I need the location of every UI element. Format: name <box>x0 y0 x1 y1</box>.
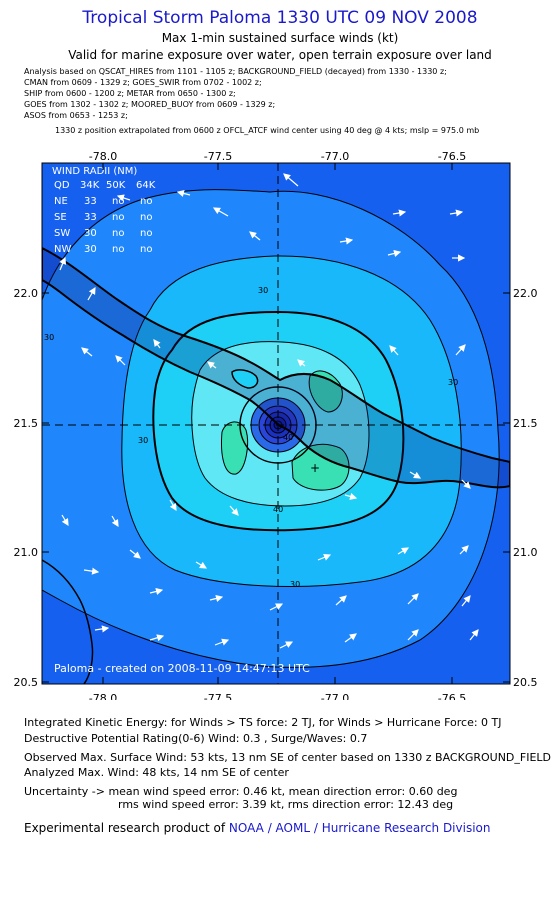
analysis-line: CMAN from 0609 - 1329 z; GOES_SWIR from … <box>24 78 262 87</box>
contour-label: 40 <box>283 433 293 442</box>
wind-radii-row: SW 30 no no <box>54 228 152 239</box>
wind-radii-title: WIND RADII (NM) <box>52 166 137 177</box>
lon-tick-label: -78.0 <box>89 692 117 700</box>
uncertainty-rms-text: rms wind speed error: 3.39 kt, rms direc… <box>118 798 454 811</box>
lat-tick-label: 20.5 <box>14 676 39 689</box>
lon-tick-label: -77.0 <box>321 150 349 163</box>
credit-prefix: Experimental research product of <box>24 821 229 835</box>
subtitle-exposure: Valid for marine exposure over water, op… <box>68 48 492 62</box>
analysis-sources: Analysis based on QSCAT_HIRES from 1101 … <box>24 66 447 121</box>
lat-tick-label: 20.5 <box>513 676 538 689</box>
lat-tick-label: 21.5 <box>14 417 39 430</box>
max-wind-marker: + <box>310 461 320 475</box>
contour-label: 30 <box>138 436 148 445</box>
lat-tick-label: 21.0 <box>14 546 39 559</box>
lon-tick-label: -78.0 <box>89 150 117 163</box>
contour-label: 30 <box>44 333 54 342</box>
wind-vectors <box>59 173 479 649</box>
ike-text: Integrated Kinetic Energy: for Winds > T… <box>24 716 502 729</box>
lat-tick-label: 21.0 <box>513 546 538 559</box>
contour-label: 40 <box>273 505 283 514</box>
wind-field-map: -78.0 -77.5 -77.0 -76.5 -78.0 -77.5 -77.… <box>14 150 538 700</box>
wind-radii-row: NW 30 no no <box>54 244 152 255</box>
lon-tick-label: -76.5 <box>438 150 466 163</box>
lon-tick-label: -77.5 <box>204 150 232 163</box>
dpr-text: Destructive Potential Rating(0-6) Wind: … <box>24 732 368 745</box>
wind-radii-table: WIND RADII (NM) QD 34K 50K 64K NE 33 no … <box>52 166 156 255</box>
credit-line: Experimental research product of NOAA / … <box>24 821 490 835</box>
wind-radii-header: QD 34K 50K 64K <box>54 180 156 191</box>
created-stamp: Paloma - created on 2008-11-09 14:47:13 … <box>54 662 310 675</box>
contour-label: 30 <box>290 580 300 589</box>
cuba-coastline <box>42 246 510 489</box>
wind-max-cell-east <box>291 443 350 491</box>
map-ticks <box>42 163 510 684</box>
cayo-coco <box>231 369 259 389</box>
uncertainty-text: Uncertainty -> mean wind speed error: 0.… <box>24 785 458 798</box>
observed-max-text: Observed Max. Surface Wind: 53 kts, 13 n… <box>24 751 552 764</box>
jamaica-coastline <box>42 559 94 684</box>
wind-radii-row: NE 33 no no <box>54 196 152 207</box>
analysis-line: ASOS from 0653 - 1253 z; <box>24 111 128 120</box>
lon-tick-label: -76.5 <box>438 692 466 700</box>
lon-tick-label: -77.0 <box>321 692 349 700</box>
page-title: Tropical Storm Paloma 1330 UTC 09 NOV 20… <box>82 8 478 28</box>
contour-label: 30 <box>448 378 458 387</box>
lat-tick-label: 22.0 <box>513 287 538 300</box>
hrd-link[interactable]: NOAA / AOML / Hurricane Research Divisio… <box>228 821 491 835</box>
analysis-line: SHIP from 0600 - 1200 z; METAR from 0650… <box>24 89 236 98</box>
subtitle-winds: Max 1-min sustained surface winds (kt) <box>161 31 399 45</box>
lat-tick-label: 22.0 <box>14 287 39 300</box>
analysis-line: Analysis based on QSCAT_HIRES from 1101 … <box>24 67 447 76</box>
wind-radii-row: SE 33 no no <box>54 212 152 223</box>
lat-tick-label: 21.5 <box>513 417 538 430</box>
position-note: 1330 z position extrapolated from 0600 z… <box>55 126 480 135</box>
analyzed-max-text: Analyzed Max. Wind: 48 kts, 14 nm SE of … <box>24 766 289 779</box>
contour-label: 30 <box>258 286 268 295</box>
analysis-line: GOES from 1302 - 1302 z; MOORED_BUOY fro… <box>24 100 276 109</box>
lon-tick-label: -77.5 <box>204 692 232 700</box>
